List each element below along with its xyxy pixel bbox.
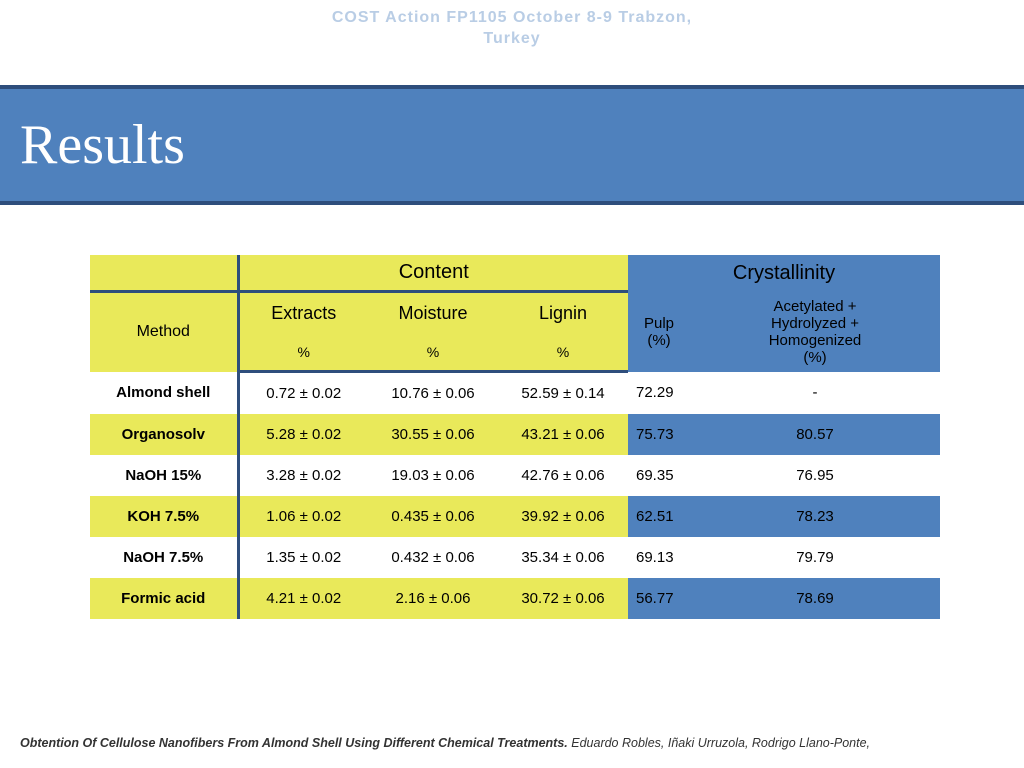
header-line-2: Turkey xyxy=(483,30,540,47)
table-row: KOH 7.5%1.06 ± 0.020.435 ± 0.0639.92 ± 0… xyxy=(90,496,940,537)
cell-pulp: 75.73 xyxy=(628,414,690,455)
unit-moisture: % xyxy=(368,335,498,372)
cell-method: Almond shell xyxy=(90,372,238,415)
results-tbody: Almond shell0.72 ± 0.0210.76 ± 0.0652.59… xyxy=(90,372,940,620)
cell-moisture: 2.16 ± 0.06 xyxy=(368,578,498,619)
cell-moisture: 30.55 ± 0.06 xyxy=(368,414,498,455)
cell-method: Organosolv xyxy=(90,414,238,455)
header-blank xyxy=(90,255,238,292)
cell-extracts: 0.72 ± 0.02 xyxy=(238,372,368,415)
cell-moisture: 0.435 ± 0.06 xyxy=(368,496,498,537)
results-table-wrap: Content Crystallinity Method Extracts Mo… xyxy=(90,255,940,619)
page-header: COST Action FP1105 October 8-9 Trabzon, … xyxy=(0,0,1024,50)
footer-citation: Obtention Of Cellulose Nanofibers From A… xyxy=(20,736,1004,750)
header-acetylated: Acetylated + Hydrolyzed + Homogenized (%… xyxy=(690,292,940,372)
header-content-group: Content xyxy=(238,255,628,292)
header-line-1: COST Action FP1105 October 8-9 Trabzon, xyxy=(332,9,692,26)
cell-lignin: 39.92 ± 0.06 xyxy=(498,496,628,537)
header-moisture: Moisture xyxy=(368,292,498,335)
cell-method: NaOH 15% xyxy=(90,455,238,496)
cell-pulp: 62.51 xyxy=(628,496,690,537)
cell-extracts: 5.28 ± 0.02 xyxy=(238,414,368,455)
table-row: NaOH 15%3.28 ± 0.0219.03 ± 0.0642.76 ± 0… xyxy=(90,455,940,496)
cell-lignin: 35.34 ± 0.06 xyxy=(498,537,628,578)
cell-pulp: 69.13 xyxy=(628,537,690,578)
footer-authors: Eduardo Robles, Iñaki Urruzola, Rodrigo … xyxy=(568,736,870,750)
cell-lignin: 30.72 ± 0.06 xyxy=(498,578,628,619)
cell-extracts: 1.35 ± 0.02 xyxy=(238,537,368,578)
unit-extracts: % xyxy=(238,335,368,372)
cell-moisture: 0.432 ± 0.06 xyxy=(368,537,498,578)
cell-acetylated: 79.79 xyxy=(690,537,940,578)
table-row: NaOH 7.5%1.35 ± 0.020.432 ± 0.0635.34 ± … xyxy=(90,537,940,578)
table-row: Almond shell0.72 ± 0.0210.76 ± 0.0652.59… xyxy=(90,372,940,415)
cell-method: NaOH 7.5% xyxy=(90,537,238,578)
cell-extracts: 1.06 ± 0.02 xyxy=(238,496,368,537)
title-bar: Results xyxy=(0,85,1024,205)
table-row: Formic acid4.21 ± 0.022.16 ± 0.0630.72 ±… xyxy=(90,578,940,619)
cell-pulp: 69.35 xyxy=(628,455,690,496)
cell-acetylated: 78.69 xyxy=(690,578,940,619)
cell-extracts: 3.28 ± 0.02 xyxy=(238,455,368,496)
table-row: Organosolv5.28 ± 0.0230.55 ± 0.0643.21 ±… xyxy=(90,414,940,455)
page-title: Results xyxy=(20,113,185,177)
cell-acetylated: 76.95 xyxy=(690,455,940,496)
cell-pulp: 72.29 xyxy=(628,372,690,415)
cell-moisture: 10.76 ± 0.06 xyxy=(368,372,498,415)
cell-method: KOH 7.5% xyxy=(90,496,238,537)
cell-lignin: 52.59 ± 0.14 xyxy=(498,372,628,415)
cell-lignin: 42.76 ± 0.06 xyxy=(498,455,628,496)
results-table: Content Crystallinity Method Extracts Mo… xyxy=(90,255,940,619)
header-pulp: Pulp (%) xyxy=(628,292,690,372)
cell-acetylated: 80.57 xyxy=(690,414,940,455)
header-extracts: Extracts xyxy=(238,292,368,335)
cell-acetylated: 78.23 xyxy=(690,496,940,537)
cell-extracts: 4.21 ± 0.02 xyxy=(238,578,368,619)
cell-acetylated: - xyxy=(690,372,940,415)
header-method: Method xyxy=(90,292,238,372)
cell-pulp: 56.77 xyxy=(628,578,690,619)
footer-title: Obtention Of Cellulose Nanofibers From A… xyxy=(20,736,568,750)
header-lignin: Lignin xyxy=(498,292,628,335)
cell-lignin: 43.21 ± 0.06 xyxy=(498,414,628,455)
cell-method: Formic acid xyxy=(90,578,238,619)
unit-lignin: % xyxy=(498,335,628,372)
cell-moisture: 19.03 ± 0.06 xyxy=(368,455,498,496)
header-crystallinity-group: Crystallinity xyxy=(628,255,940,292)
